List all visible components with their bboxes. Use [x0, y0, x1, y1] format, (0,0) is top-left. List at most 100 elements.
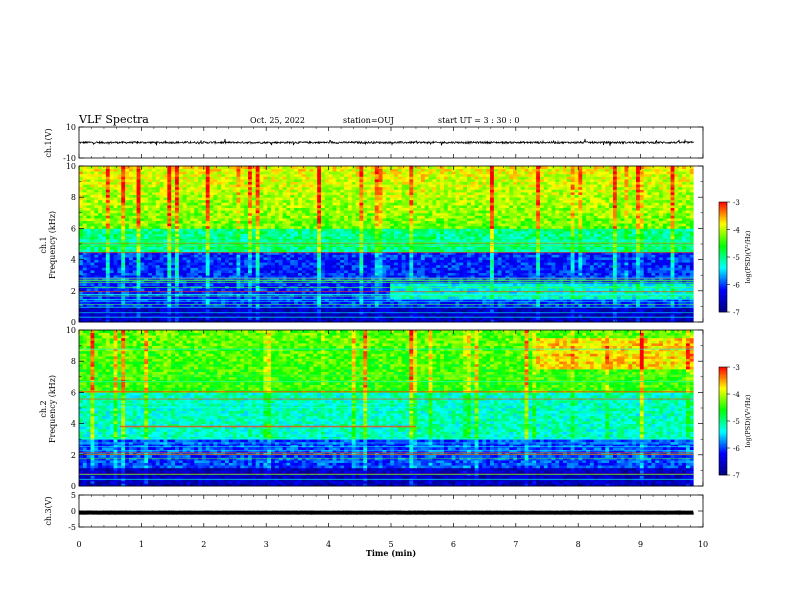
colorbar-cell: [719, 377, 727, 380]
colorbar-tick-label: -3: [733, 199, 740, 207]
colorbar-cell: [719, 277, 727, 280]
colorbar-cell: [719, 269, 727, 272]
colorbar-cell: [719, 456, 727, 458]
colorbar-cell: [719, 211, 727, 214]
colorbar-cell: [719, 228, 727, 230]
colorbar-cell: [719, 388, 727, 391]
colorbar-cell: [719, 295, 727, 298]
x-tick-label: 4: [326, 540, 331, 549]
colorbar-cell: [719, 299, 727, 302]
colorbar-cell: [719, 435, 727, 438]
colorbar-cell: [719, 457, 727, 460]
colorbar-cell: [719, 218, 727, 221]
colorbar-cell: [719, 262, 727, 265]
colorbar-cell: [719, 415, 727, 418]
colorbar-cell: [719, 255, 727, 258]
colorbar-cell: [719, 287, 727, 289]
colorbar-cell: [719, 381, 727, 384]
colorbar-cell: [719, 427, 727, 430]
colorbar-tick-label: -6: [733, 282, 740, 290]
colorbar-cell: [719, 412, 727, 415]
ch1-waveform-ylabel: ch.1(V): [44, 128, 53, 157]
colorbar-cell: [719, 268, 727, 270]
date-label: Oct. 25, 2022: [250, 116, 305, 125]
colorbar-cell: [719, 391, 727, 393]
x-tick-label: 1: [139, 540, 144, 549]
colorbar-cell: [719, 294, 727, 296]
colorbar-cell: [719, 446, 727, 449]
spectrogram-cells: [79, 330, 695, 487]
colorbar-cell: [719, 368, 727, 370]
colorbar-cell: [719, 406, 727, 408]
y-tick-label: 0: [71, 318, 76, 327]
y-tick-label: 10: [66, 162, 76, 171]
colorbar-cell: [719, 369, 727, 372]
colorbar-cell: [719, 288, 727, 291]
y-tick-label: 8: [71, 193, 76, 202]
colorbar-cell: [719, 233, 727, 236]
colorbar-cell: [719, 310, 727, 313]
ch1-spectrogram-panel: 0 2 4 6 8 10: [66, 162, 704, 327]
colorbar-cell: [719, 273, 727, 276]
colorbar-cell: [719, 445, 727, 447]
colorbar-cell: [719, 309, 727, 311]
colorbar-cell: [719, 259, 727, 262]
colorbar-cell: [719, 423, 727, 426]
colorbar-cell: [719, 266, 727, 269]
colorbar-cell: [719, 396, 727, 399]
colorbar-cell: [719, 258, 727, 261]
colorbar-cell: [719, 214, 727, 217]
colorbar-cell: [719, 291, 727, 294]
y-tick-label: -5: [68, 523, 76, 532]
figure-title: VLF Spectra: [78, 113, 149, 126]
colorbar-cell: [719, 473, 727, 476]
colorbar-cell: [719, 430, 727, 433]
colorbar-cell: [719, 230, 727, 233]
colorbar-cell: [719, 296, 727, 299]
colorbar-cell: [719, 403, 727, 406]
colorbar-cell: [719, 416, 727, 419]
x-axis-label: Time (min): [366, 548, 416, 558]
colorbar-cell: [719, 208, 727, 211]
y-tick-label: 2: [71, 451, 76, 460]
colorbar-cell: [719, 367, 727, 369]
colorbar-cell: [719, 272, 727, 274]
colorbar-cell: [719, 464, 727, 466]
colorbar-cell: [719, 219, 727, 222]
spectral-lines: [79, 240, 694, 318]
colorbar-cell: [719, 254, 727, 256]
y-tick-label: 6: [71, 224, 76, 233]
colorbar-cell: [719, 250, 727, 252]
colorbar-tick-label: -7: [733, 472, 740, 480]
colorbar-cell: [719, 371, 727, 373]
x-tick-label: 9: [638, 540, 643, 549]
colorbar-cell: [719, 281, 727, 284]
colorbar-cell: [719, 461, 727, 464]
colorbar-cell: [719, 448, 727, 450]
colorbar-cell: [719, 462, 727, 465]
colorbar-cell: [719, 213, 727, 215]
colorbar-cell: [719, 389, 727, 392]
colorbar-cell: [719, 431, 727, 434]
colorbar-cell: [719, 237, 727, 240]
colorbar-cell: [719, 244, 727, 247]
colorbar-cell: [719, 261, 727, 263]
x-tick-label: 8: [576, 540, 581, 549]
x-axis: 0 1 2 3 4 5 6 7 8 9 10: [76, 540, 708, 549]
colorbar-cell: [719, 400, 727, 403]
colorbar-cell: [719, 226, 727, 229]
colorbar-cell: [719, 279, 727, 281]
colorbar-cell: [719, 398, 727, 400]
colorbar-cell: [719, 210, 727, 212]
colorbar-cell: [719, 458, 727, 461]
colorbar-cell: [719, 443, 727, 446]
colorbar-label: log(PSD)(V²/Hz): [744, 230, 752, 283]
colorbar-cell: [719, 454, 727, 457]
colorbar-cell: [719, 385, 727, 388]
y-tick-label: 4: [71, 256, 76, 265]
x-tick-label: 6: [451, 540, 456, 549]
colorbar-cell: [719, 387, 727, 389]
colorbar-label: log(PSD)(V²/Hz): [744, 394, 752, 447]
colorbar-cell: [719, 225, 727, 228]
